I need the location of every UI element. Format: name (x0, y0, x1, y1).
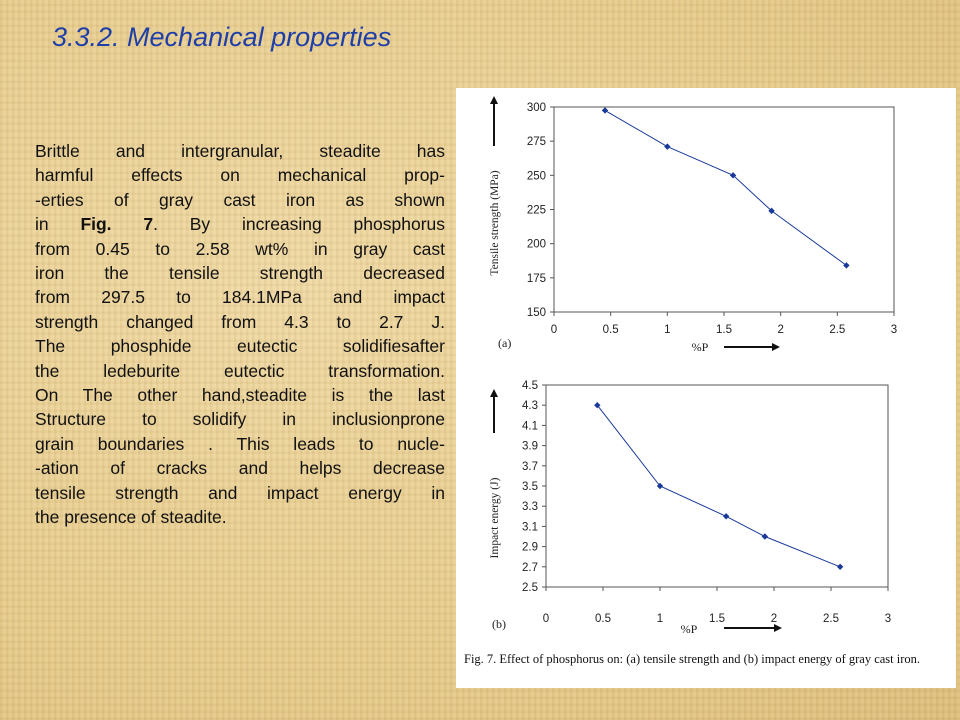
x-tick-label: 2 (777, 324, 783, 336)
y-tick-label: 3.9 (522, 441, 538, 453)
y-tick-label: 150 (527, 307, 546, 319)
chart-b: 2.5 2.7 2.9 3.1 3.3 3.5 3.7 3.9 4.1 4.3 4.5 0 0.5 1 1.… (489, 380, 891, 636)
paragraph-line: from 0.45 to 2.58 wt% in gray cast (35, 238, 445, 259)
paragraph-line: harmful effects on mechanical prop- (35, 165, 445, 186)
figure-caption: Fig. 7. Effect of phosphorus on: (a) ten… (464, 652, 921, 666)
x-tick-label: 0.5 (603, 324, 619, 336)
data-point (761, 533, 769, 540)
paragraph-line: On The other hand,steadite is the last (35, 385, 445, 406)
paragraph-line: the presence of steadite. (35, 507, 227, 528)
data-point (656, 482, 664, 490)
x-tick-label: 2.5 (823, 613, 839, 625)
x-tick-label: 2 (771, 613, 777, 625)
x-tick-label: 1 (657, 613, 663, 625)
y-axis-label: Tensile strength (MPa) (489, 170, 501, 275)
y-axis-label: Impact energy (J) (489, 477, 501, 558)
paragraph-line: grain boundaries . This leads to nucle- (35, 433, 445, 454)
y-tick-label: 4.1 (522, 420, 538, 432)
slide-title: 3.3.2. Mechanical properties (52, 22, 392, 52)
x-tick-label: 0 (543, 613, 549, 625)
paragraph-line: the ledeburite eutectic transformation. (35, 360, 445, 381)
y-tick-label: 300 (527, 102, 546, 114)
paragraph-line: -erties of gray cast iron as shown (35, 189, 445, 210)
x-tick-label: 2.5 (829, 324, 845, 336)
x-tick-label: 1 (664, 324, 670, 336)
figure-reference: Fig. 7 (80, 214, 154, 235)
y-tick-label: 3.5 (522, 481, 538, 493)
x-tick-label: 0.5 (595, 613, 611, 625)
y-tick-label: 275 (527, 136, 546, 148)
y-tick-label: 175 (527, 273, 546, 285)
y-tick-label: 4.5 (522, 380, 538, 392)
data-point (836, 563, 844, 570)
x-tick-label: 0 (551, 324, 557, 336)
y-tick-label: 4.3 (522, 400, 538, 412)
y-tick-label: 3.7 (522, 461, 538, 473)
panel-label: (b) (492, 617, 506, 631)
y-tick-label: 3.1 (522, 521, 538, 533)
y-tick-label: 2.9 (522, 542, 538, 554)
chart-a: 150 175 200 225 250 275 300 0 0.5 1 1.5 2 2.5 3 Tensil… (489, 96, 897, 354)
y-tick-label: 3.3 (522, 501, 538, 513)
figure-panel: 150 175 200 225 250 275 300 0 0.5 1 1.5 2 2.5 3 Tensil… (456, 88, 956, 688)
paragraph-line: iron the tensile strength decreased (35, 263, 445, 284)
y-tick-label: 250 (527, 170, 546, 182)
series-line (596, 404, 841, 568)
body-paragraph: Brittle and intergranular, steadite has h… (35, 139, 445, 530)
x-tick-label: 3 (891, 324, 897, 336)
paragraph-line: -ation of cracks and helps decrease (35, 458, 445, 479)
y-tick-label: 2.7 (522, 562, 538, 574)
figure-charts: 150 175 200 225 250 275 300 0 0.5 1 1.5 2 2.5 3 Tensil… (489, 96, 897, 636)
plot-frame (545, 384, 889, 588)
x-axis-label: %P (692, 340, 709, 354)
data-point (601, 107, 609, 114)
panel-label: (a) (498, 336, 511, 350)
plot-frame (553, 106, 895, 313)
paragraph-line: The phosphide eutectic solidifiesafter (35, 336, 445, 357)
data-point (664, 143, 671, 150)
paragraph-line: Structure to solidify in inclusionprone (35, 409, 445, 430)
x-tick-label: 1.5 (709, 613, 725, 625)
y-tick-label: 200 (527, 239, 546, 251)
x-axis-label: %P (681, 622, 698, 636)
x-tick-label: 3 (885, 613, 891, 625)
data-point (843, 262, 850, 269)
data-point (722, 513, 730, 520)
paragraph-line: from 297.5 to 184.1MPa and impact (35, 287, 445, 308)
paragraph-line: Brittle and intergranular, steadite has (35, 141, 445, 161)
data-point (768, 207, 775, 215)
paragraph-line: strength changed from 4.3 to 2.7 J. (35, 311, 445, 332)
paragraph-line: in Fig. 7. By increasing phosphorus (35, 214, 446, 235)
y-tick-label: 225 (527, 205, 546, 217)
y-tick-label: 2.5 (522, 582, 538, 594)
series-line (604, 109, 847, 266)
data-point (729, 172, 737, 179)
paragraph-line: tensile strength and impact energy in (35, 482, 445, 503)
x-tick-label: 1.5 (716, 324, 732, 336)
